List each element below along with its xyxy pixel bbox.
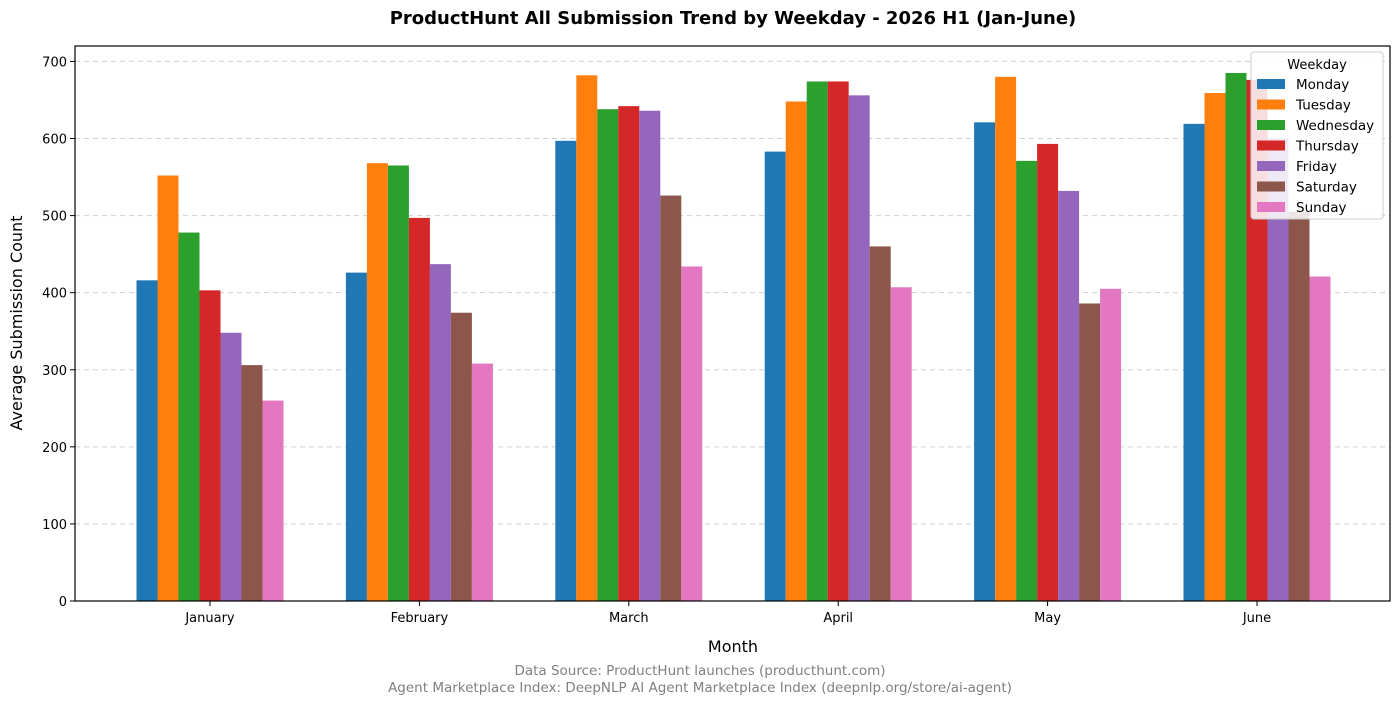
legend-label-saturday: Saturday bbox=[1296, 180, 1357, 196]
y-tick-label: 200 bbox=[42, 441, 67, 456]
bar-monday-february bbox=[345, 272, 367, 601]
bar-wednesday-february bbox=[387, 165, 409, 601]
agent-index-note: Agent Marketplace Index: DeepNLP AI Agen… bbox=[388, 680, 1012, 696]
bar-friday-june bbox=[1267, 138, 1289, 601]
bar-sunday-february bbox=[471, 363, 493, 601]
data-source-note: Data Source: ProductHunt launches (produ… bbox=[514, 663, 886, 679]
bar-thursday-january bbox=[199, 290, 221, 601]
y-tick-label: 0 bbox=[59, 595, 67, 610]
bar-tuesday-february bbox=[366, 163, 388, 601]
y-axis: 0 100 200 300 400 500 600 700 bbox=[42, 55, 75, 610]
bar-tuesday-march bbox=[576, 75, 598, 601]
legend-label-friday: Friday bbox=[1296, 159, 1337, 175]
bar-wednesday-march bbox=[597, 109, 619, 601]
bar-friday-april bbox=[848, 95, 870, 601]
y-tick-label: 500 bbox=[42, 210, 67, 225]
x-tick-label: March bbox=[609, 611, 649, 626]
legend-label-wednesday: Wednesday bbox=[1296, 118, 1374, 134]
bar-thursday-april bbox=[827, 81, 849, 602]
grid-lines bbox=[75, 60, 1390, 525]
legend-swatch-thursday bbox=[1257, 140, 1285, 151]
legend-label-tuesday: Tuesday bbox=[1295, 98, 1351, 114]
y-tick-label: 400 bbox=[42, 287, 67, 302]
bar-monday-april bbox=[764, 151, 786, 601]
y-axis-label: Average Submission Count bbox=[7, 216, 26, 431]
bar-thursday-march bbox=[618, 106, 640, 601]
bar-thursday-february bbox=[408, 217, 430, 602]
bar-tuesday-june bbox=[1204, 93, 1226, 601]
bar-friday-march bbox=[639, 110, 661, 601]
bar-sunday-march bbox=[681, 266, 703, 601]
chart-title: ProductHunt All Submission Trend by Week… bbox=[390, 8, 1077, 29]
y-tick-label: 100 bbox=[42, 518, 67, 533]
bar-sunday-january bbox=[262, 400, 284, 601]
legend-swatch-saturday bbox=[1257, 181, 1285, 192]
y-tick-label: 700 bbox=[42, 55, 67, 70]
x-axis-label: Month bbox=[708, 637, 758, 656]
bar-tuesday-january bbox=[157, 175, 179, 601]
legend-label-monday: Monday bbox=[1296, 77, 1349, 93]
legend-swatch-sunday bbox=[1257, 202, 1285, 212]
bar-friday-january bbox=[220, 332, 242, 601]
bar-monday-march bbox=[555, 140, 577, 601]
legend-title: Weekday bbox=[1287, 58, 1347, 73]
bar-saturday-june bbox=[1288, 211, 1310, 601]
legend-items: Monday Tuesday Wednesday Thursday Friday Satu… bbox=[1257, 77, 1374, 216]
y-tick-label: 300 bbox=[42, 364, 67, 379]
bar-monday-january bbox=[136, 280, 158, 601]
legend-label-thursday: Thursday bbox=[1295, 139, 1359, 155]
legend-swatch-tuesday bbox=[1257, 99, 1285, 110]
bar-wednesday-may bbox=[1016, 160, 1038, 601]
bars bbox=[136, 72, 1331, 602]
bar-tuesday-april bbox=[785, 101, 807, 601]
legend: Weekday Monday Tuesday Wednesday Thursday Fr… bbox=[1250, 51, 1384, 220]
legend-swatch-friday bbox=[1257, 161, 1285, 171]
plot-frame bbox=[74, 45, 1391, 602]
bar-saturday-march bbox=[660, 195, 682, 601]
x-tick-label: May bbox=[1034, 611, 1061, 626]
x-tick-label: February bbox=[391, 611, 449, 626]
bar-sunday-june bbox=[1309, 276, 1331, 601]
x-tick-label: January bbox=[184, 611, 235, 626]
bar-sunday-may bbox=[1100, 288, 1122, 601]
bar-saturday-april bbox=[869, 246, 891, 601]
bar-saturday-february bbox=[450, 312, 472, 601]
bar-saturday-may bbox=[1079, 303, 1101, 601]
bar-friday-february bbox=[429, 264, 451, 601]
x-axis: January February March April May June bbox=[184, 601, 1271, 626]
bar-wednesday-january bbox=[178, 232, 200, 601]
legend-box bbox=[1250, 51, 1384, 220]
bar-friday-may bbox=[1058, 190, 1080, 601]
bar-tuesday-may bbox=[995, 76, 1017, 602]
x-tick-label: April bbox=[823, 611, 853, 626]
y-tick-label: 600 bbox=[42, 133, 67, 148]
bar-sunday-april bbox=[890, 287, 912, 601]
legend-label-sunday: Sunday bbox=[1296, 200, 1347, 216]
bar-monday-june bbox=[1183, 123, 1205, 602]
x-tick-label: June bbox=[1242, 611, 1271, 626]
bar-monday-may bbox=[974, 122, 996, 601]
bar-wednesday-april bbox=[806, 81, 828, 602]
legend-swatch-monday bbox=[1257, 79, 1285, 89]
legend-swatch-wednesday bbox=[1257, 120, 1285, 130]
bar-thursday-may bbox=[1037, 143, 1059, 602]
bar-wednesday-june bbox=[1225, 72, 1247, 601]
bar-saturday-january bbox=[241, 365, 263, 601]
